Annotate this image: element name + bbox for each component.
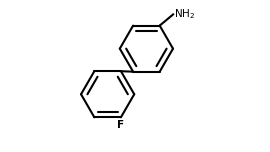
Text: NH$_2$: NH$_2$: [174, 7, 195, 21]
Text: F: F: [117, 120, 124, 130]
